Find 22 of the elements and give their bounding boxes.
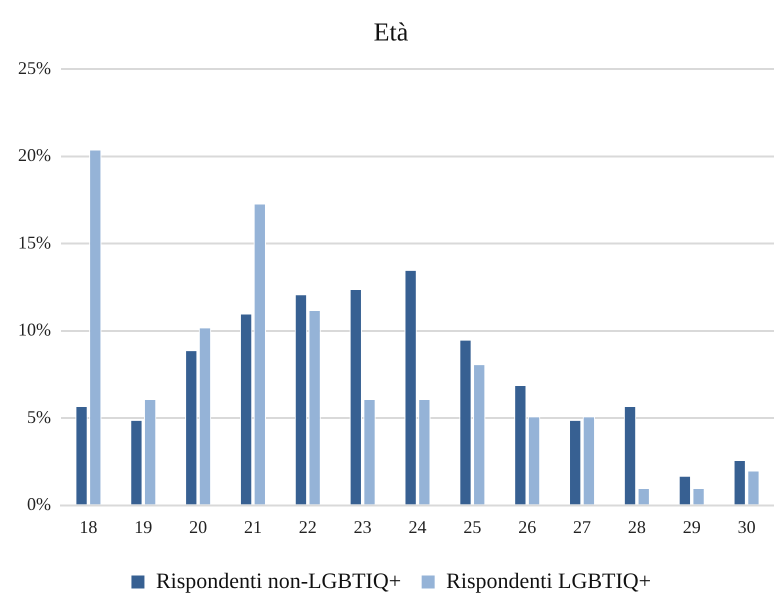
x-tick-label: 19 [134, 516, 152, 537]
legend-label: Rispondenti non-LGBTIQ+ [156, 568, 402, 593]
x-tick-label: 28 [628, 516, 646, 537]
y-tick-label: 15% [18, 232, 51, 252]
x-tick-label: 24 [408, 516, 426, 537]
x-tick-label: 22 [298, 516, 317, 537]
x-tick-label: 26 [518, 516, 536, 537]
x-tick-label: 30 [738, 516, 756, 537]
y-tick-label: 5% [26, 406, 51, 427]
x-tick-label: 29 [682, 516, 701, 537]
y-tick-label: 20% [18, 145, 51, 166]
y-tick-label: 25% [18, 58, 51, 78]
legend-label: Rispondenti LGBTIQ+ [446, 568, 652, 593]
x-tick-label: 21 [244, 516, 262, 537]
x-tick-label: 27 [573, 516, 592, 537]
x-tick-label: 20 [189, 516, 208, 537]
x-tick-label: 25 [463, 516, 482, 537]
y-tick-label: 0% [26, 494, 51, 514]
x-tick-label: 18 [79, 516, 98, 537]
x-tick-label: 23 [354, 516, 372, 537]
chart-title: Età [374, 17, 409, 46]
y-tick-label: 10% [18, 320, 51, 340]
